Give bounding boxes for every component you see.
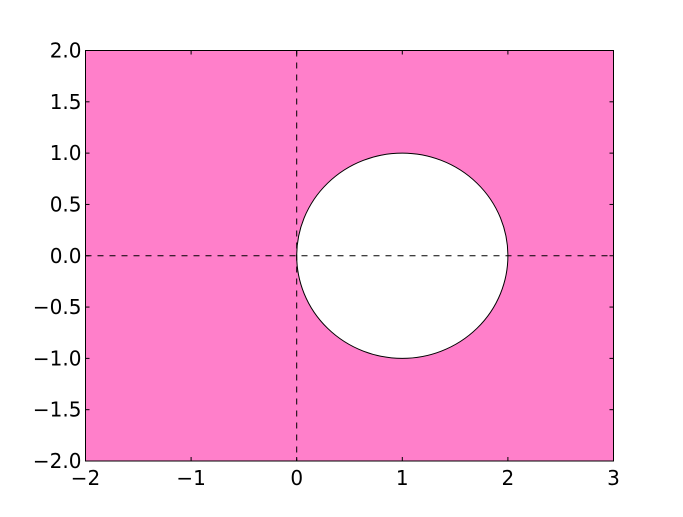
x-tick-label: 1	[396, 466, 409, 490]
x-tick-label: 3	[607, 466, 620, 490]
y-axis: −2.0 −1.5 −1.0 −0.5 0.0 0.5 1.0 1.5 2.0	[33, 39, 614, 473]
y-tick-label: 0.0	[50, 244, 82, 268]
y-tick-label: −0.5	[33, 295, 82, 319]
x-tick-label: −2	[71, 466, 100, 490]
filled-region	[85, 50, 614, 461]
x-tick-label: −1	[176, 466, 205, 490]
y-tick-label: −1.5	[33, 398, 82, 422]
y-tick-label: −1.0	[33, 346, 82, 370]
y-tick-label: 0.5	[50, 192, 82, 216]
plot-area	[85, 50, 614, 462]
y-tick-label: −2.0	[33, 449, 82, 473]
x-tick-label: 0	[290, 466, 303, 490]
x-axis: −2 −1 0 1 2 3	[71, 50, 620, 490]
y-tick-label: 2.0	[50, 39, 82, 63]
y-tick-label: 1.5	[50, 90, 82, 114]
y-tick-label: 1.0	[50, 141, 82, 165]
x-tick-label: 2	[502, 466, 515, 490]
